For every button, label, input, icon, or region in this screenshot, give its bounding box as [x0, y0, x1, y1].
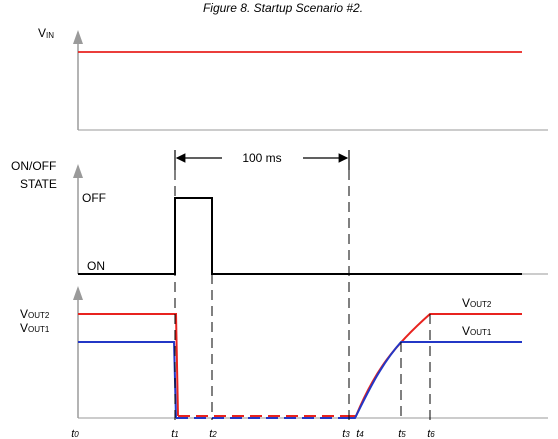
time-reference-lines	[174, 170, 431, 420]
onoff-panel: ON/OFF STATE OFF ON	[11, 159, 548, 275]
off-level-label: OFF	[82, 191, 106, 205]
t0-label: t0	[71, 428, 79, 439]
t6-label: t6	[427, 428, 435, 439]
vout2-left-label: VOUT2	[20, 307, 50, 321]
vin-y-axis-arrow	[73, 30, 83, 44]
on-level-label: ON	[87, 259, 105, 273]
vout1-trace-restart	[350, 341, 522, 419]
vout1-right-label: VOUT1	[462, 324, 492, 338]
t3-label: t3	[342, 428, 350, 439]
time-marker-labels: t0 t1 t2 t3 t4 t5 t6	[71, 428, 435, 439]
vin-axis-label: VIN	[38, 26, 54, 40]
onoff-state-trace	[78, 197, 522, 275]
onoff-axis-label-line1: ON/OFF	[11, 159, 56, 173]
vout1-trace-pre	[78, 341, 177, 419]
t4-label: t4	[356, 428, 364, 439]
vout2-trace-pre	[78, 313, 179, 417]
vout-y-axis-arrow	[73, 286, 83, 300]
t5-label: t5	[398, 428, 406, 439]
vout2-trace-restart	[350, 313, 522, 417]
onoff-y-axis-arrow	[73, 164, 83, 178]
vout2-right-label: VOUT2	[462, 296, 492, 310]
vin-panel: VIN	[38, 26, 548, 131]
onoff-axis-label-line2: STATE	[20, 177, 57, 191]
vout-panel: VOUT2 VOUT1 VOUT2 VOUT1	[20, 286, 548, 419]
t1-label: t1	[171, 428, 179, 439]
t2-label: t2	[209, 428, 217, 439]
interval-label: 100 ms	[242, 151, 281, 165]
vout1-left-label: VOUT1	[20, 321, 50, 335]
figure-title: Figure 8. Startup Scenario #2.	[203, 1, 363, 15]
interval-marker: 100 ms	[174, 150, 350, 170]
